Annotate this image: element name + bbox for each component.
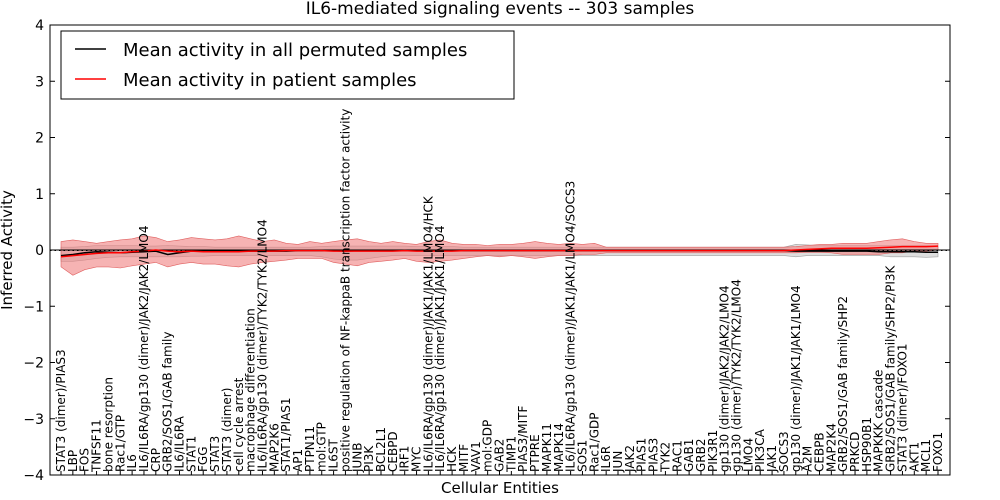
x-tick-label: JUN (611, 451, 625, 473)
x-tick-label: Rac1/GTP (113, 415, 127, 472)
legend-label-permuted: Mean activity in all permuted samples (123, 40, 467, 61)
x-tick-label: IL6/IL6RA/gp130 (dimer)/JAK1/JAK1/LMO4/H… (421, 195, 435, 472)
x-tick-label: GRB2/SOS1/GAB family/SHP2 (836, 296, 850, 472)
x-tick-label: STAT3 (208, 436, 222, 472)
x-tick-label: VAV1 (469, 441, 483, 472)
x-tick-label: PTPRE (528, 434, 542, 472)
x-tick-label: STAT3 (dimer)/FOXO1 (895, 343, 909, 472)
x-tick-label: IL6/IL6RA/gp130 (dimer)/TYK2/TYK2/LMO4 (256, 219, 270, 472)
x-tick-label: PRKCD (848, 432, 862, 472)
x-tick-label: IL6/IL6RA (173, 415, 187, 472)
x-tick-label: mol:GDP (481, 420, 495, 472)
series-line-patient (60, 245, 939, 258)
x-tick-label: IL6/IL6RA/gp130 (dimer)/JAK1/JAK1/LMO4 (433, 226, 447, 472)
x-tick-label: HSP90B1 (860, 417, 874, 472)
y-tick-label: 2 (35, 131, 44, 147)
x-tick-label: CRP (149, 448, 163, 472)
x-tick-label: BCL2L1 (374, 427, 388, 472)
y-tick-label: 0 (35, 243, 44, 259)
x-tick-label: STAT3 (dimer) (220, 388, 234, 472)
x-tick-label: A2M (801, 446, 815, 472)
x-tick-label: LBP (66, 450, 80, 472)
x-tick-label: GAB1 (682, 439, 696, 472)
x-tick-label: JAK2 (623, 445, 637, 473)
series-lines (60, 245, 939, 258)
x-tick-label: gp130 (dimer)/JAK1/JAK1/LMO4 (789, 285, 803, 472)
x-tick-label: PI3K (362, 445, 376, 472)
x-tick-label: PTPN11 (303, 426, 317, 472)
y-tick-label: −1 (23, 299, 44, 315)
chart-title: IL6-mediated signaling events -- 303 sam… (306, 0, 695, 19)
x-tick-label: IL6 (125, 454, 139, 472)
x-tick-label: HCK (445, 446, 459, 472)
plot-frame (49, 24, 951, 476)
x-tick-label: TIMP1 (504, 436, 518, 473)
x-tick-label: IL6/IL6RA/gp130 (dimer)/JAK2/JAK2/LMO4 (137, 226, 151, 472)
x-tick-label: GAB2 (493, 439, 507, 472)
x-tick-label: TNFSF11 (90, 419, 104, 473)
legend-box (60, 30, 515, 100)
x-tick-label: MAPKKK cascade (872, 370, 886, 472)
x-tick-label: IL6/IL6RA/gp130 (dimer)/JAK1/JAK1/LMO4/S… (564, 181, 578, 472)
x-tick-label: mol:GTP (315, 422, 329, 472)
x-tick-label: STAT1/PIAS1 (279, 397, 293, 472)
x-tick-label: IL6R (599, 446, 613, 472)
x-tick-label: cell cycle arrest (232, 377, 246, 472)
y-tick-label: −4 (23, 468, 44, 484)
x-tick-label: Rac1/GDP (587, 413, 601, 472)
x-tick-label: AKT1 (907, 442, 921, 472)
x-tick-label: TYK2 (658, 442, 672, 473)
x-tick-label: JUNB (350, 442, 364, 473)
x-tick-label: STAT3 (dimer)/PIAS3 (54, 349, 68, 472)
x-tick-label: STAT1 (184, 436, 198, 472)
x-tick-label: MAP2K4 (824, 423, 838, 472)
x-tick-label: FOXO1 (931, 432, 945, 472)
x-tick-label: MAPK14 (552, 423, 566, 472)
y-tick-label: 3 (35, 74, 44, 90)
x-tick-label: CEBPD (386, 431, 400, 472)
x-tick-label: MITF (457, 444, 471, 472)
y-axis-label: Inferred Activity (0, 190, 16, 310)
y-tick-label: −3 (23, 412, 44, 428)
x-tick-label: PIK3R1 (706, 430, 720, 472)
x-tick-label: GRB2/SOS1/GAB family/SHP2/PI3K (884, 264, 898, 472)
x-tick-label: MCL1 (919, 439, 933, 472)
x-tick-label: FGG (196, 447, 210, 473)
x-tick-label: MAPK11 (540, 423, 554, 472)
x-tick-label: PIK3CA (753, 428, 767, 472)
x-tick-label: PIAS1 (635, 438, 649, 472)
y-tick-label: 4 (35, 18, 44, 34)
x-tick-label: MAP2K6 (267, 423, 281, 472)
x-tick-label: CEBPB (813, 432, 827, 472)
x-tick-label: FOS (78, 448, 92, 472)
x-tick-label: SOS1 (576, 440, 590, 472)
x-tick-label: IL6ST (327, 439, 341, 472)
x-tick-label: JAK1 (765, 445, 779, 473)
x-tick-label: macrophage differentiation (244, 308, 258, 472)
x-tick-label: gp130 (dimer)/TYK2/TYK2/LMO4 (730, 279, 744, 472)
y-tick-label: −2 (23, 356, 44, 372)
x-tick-label: GRB2 (694, 438, 708, 472)
x-tick-label: LMO4 (741, 438, 755, 472)
y-tick-label: 1 (35, 187, 44, 203)
legend-label-patient: Mean activity in patient samples (123, 70, 417, 91)
x-tick-label: positive regulation of NF-kappaB transcr… (338, 109, 352, 472)
x-tick-label: PIAS3 (647, 438, 661, 472)
x-tick-label: GRB2/SOS1/GAB family (161, 332, 175, 473)
x-tick-label: PIAS3/MITF (516, 405, 530, 472)
x-tick-label: MYC (410, 447, 424, 472)
x-tick-label: bone resorption (101, 377, 115, 472)
x-axis-label: Cellular Entities (441, 479, 559, 497)
x-tick-label: SOCS3 (777, 431, 791, 472)
legend: Mean activity in all permuted samples Me… (60, 30, 515, 100)
y-axis: −4 −3 −2 −1 0 1 2 3 4 (23, 18, 950, 484)
x-tick-label: gp130 (dimer)/JAK2/JAK2/LMO4 (718, 285, 732, 472)
x-tick-label: RAC1 (670, 440, 684, 472)
x-tick-label: AP1 (291, 449, 305, 472)
x-tick-label: IRF1 (398, 446, 412, 472)
